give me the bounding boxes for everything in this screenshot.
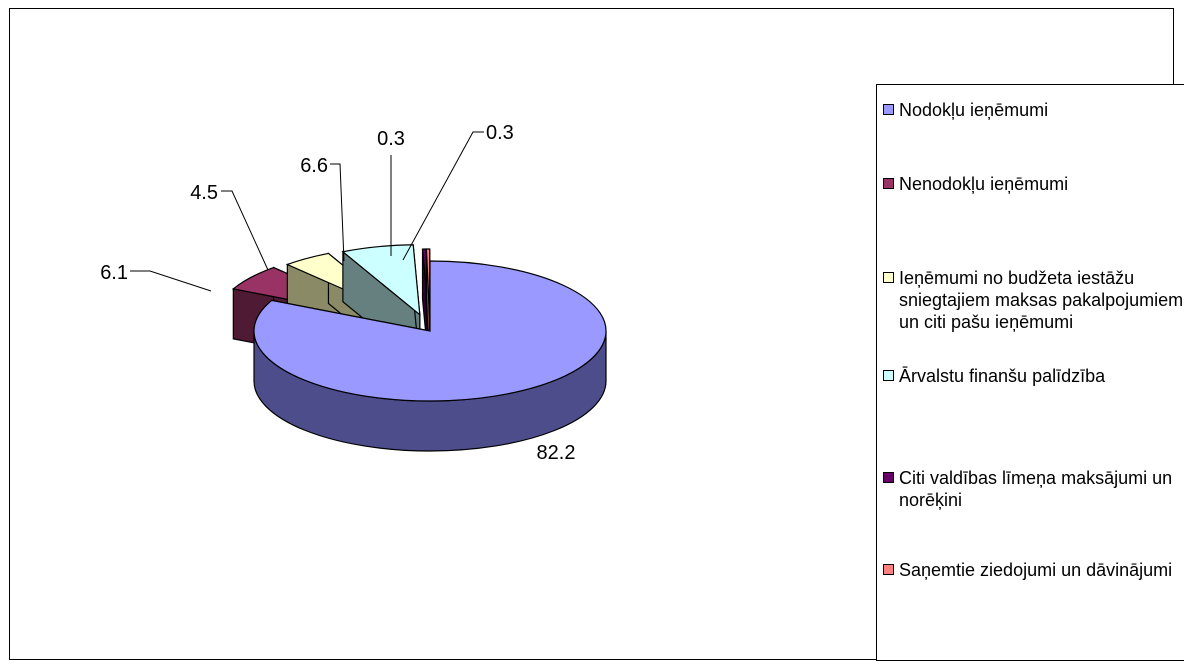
- pie-slice-0: [253, 260, 607, 402]
- legend-label-arvalstu: Ārvalstu finanšu palīdzība: [899, 366, 1106, 386]
- leader-line-3: [330, 163, 345, 262]
- legend-swatch-budzeta: [883, 272, 894, 283]
- pie-chart: 82.2 6.1 4.5 6.6 0.3 0.3: [100, 122, 607, 464]
- data-label-5: 0.3: [486, 122, 514, 144]
- legend-item-arvalstu: Ārvalstu finanšu palīdzība: [883, 365, 1184, 387]
- chart-area: 82.2 6.1 4.5 6.6 0.3 0.3 Nodokļu ieņēmumi Nen…: [9, 8, 1184, 661]
- legend-item-budzeta: Ieņēmumi no budžeta iestāžu sniegtajiem …: [883, 267, 1184, 333]
- legend-item-nodoklu: Nodokļu ieņēmumi: [883, 99, 1184, 121]
- legend-swatch-nodoklu: [883, 104, 894, 115]
- legend: Nodokļu ieņēmumi Nenodokļu ieņēmumi Ieņē…: [876, 84, 1184, 661]
- leader-line-1: [130, 270, 212, 292]
- pie-slice-3: [341, 244, 421, 317]
- data-label-1: 6.1: [100, 262, 128, 284]
- leader-line-2: [221, 190, 269, 271]
- leader-line-5: [402, 131, 484, 261]
- legend-item-nenodoklu: Nenodokļu ieņēmumi: [883, 173, 1184, 195]
- legend-swatch-citi: [883, 472, 894, 483]
- legend-label-budzeta: Ieņēmumi no budžeta iestāžu sniegtajiem …: [899, 268, 1184, 332]
- legend-swatch-arvalstu: [883, 370, 894, 381]
- legend-label-nodoklu: Nodokļu ieņēmumi: [899, 100, 1049, 120]
- legend-label-nenodoklu: Nenodokļu ieņēmumi: [899, 174, 1069, 194]
- legend-item-ziedojumi: Saņemtie ziedojumi un dāvinājumi: [883, 559, 1184, 581]
- data-label-2: 4.5: [190, 182, 218, 204]
- legend-label-citi: Citi valdības līmeņa maksājumi un norēķi…: [899, 468, 1173, 510]
- data-label-4: 0.3: [377, 128, 405, 150]
- legend-label-ziedojumi: Saņemtie ziedojumi un dāvinājumi: [899, 560, 1173, 580]
- legend-swatch-ziedojumi: [883, 564, 894, 575]
- data-label-3: 6.6: [300, 155, 328, 177]
- legend-swatch-nenodoklu: [883, 178, 894, 189]
- legend-item-citi: Citi valdības līmeņa maksājumi un norēķi…: [883, 467, 1184, 511]
- pie-tops: [231, 244, 607, 452]
- pie-slice-5: [425, 248, 431, 320]
- data-label-0: 82.2: [537, 442, 576, 464]
